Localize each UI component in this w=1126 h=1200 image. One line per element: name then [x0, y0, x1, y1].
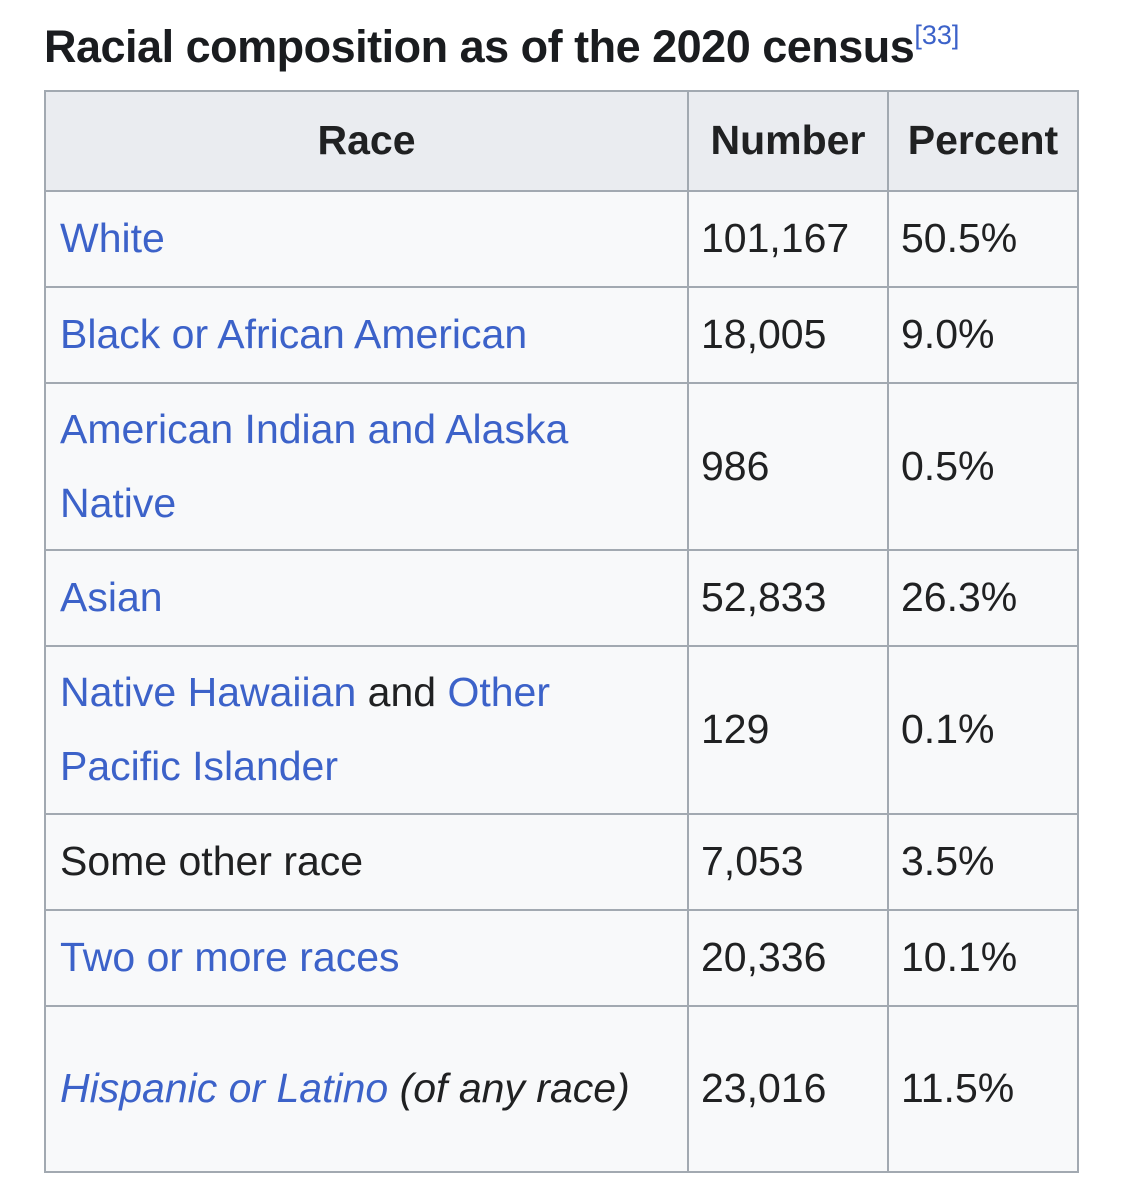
column-header-percent: Percent [887, 90, 1079, 192]
table-caption: Racial composition as of the 2020 census… [44, 20, 1077, 74]
race-link[interactable]: Black or African American [60, 310, 528, 357]
table-row: Hispanic or Latino (of any race) 23,016 … [44, 1004, 1079, 1173]
race-link[interactable]: Native Hawaiian [60, 669, 357, 716]
race-link[interactable]: Two or more races [60, 934, 400, 981]
number-cell: 20,336 [687, 908, 889, 1007]
race-plain-text: Some other race [60, 838, 364, 885]
race-cell: Native Hawaiian and Other Pacific Island… [44, 645, 689, 815]
header-row: Race Number Percent [44, 90, 1079, 192]
table-row: Some other race 7,053 3.5% [44, 812, 1079, 911]
number-cell: 18,005 [687, 285, 889, 384]
race-cell: American Indian and Alaska Native [44, 381, 689, 552]
reference-link[interactable]: [33] [914, 20, 959, 50]
caption-text: Racial composition as of the 2020 census [44, 21, 915, 72]
race-link[interactable]: Asian [60, 574, 163, 621]
race-link[interactable]: Hispanic or Latino [60, 1065, 389, 1112]
race-cell: Black or African American [44, 285, 689, 384]
percent-cell: 9.0% [887, 285, 1079, 384]
percent-cell: 0.5% [887, 381, 1079, 552]
race-plain-text: and [356, 669, 448, 716]
table-row: Native Hawaiian and Other Pacific Island… [44, 645, 1079, 815]
number-cell: 101,167 [687, 189, 889, 288]
race-cell: White [44, 189, 689, 288]
percent-cell: 50.5% [887, 189, 1079, 288]
race-link[interactable]: American Indian and Alaska Native [60, 405, 569, 526]
race-cell: Asian [44, 549, 689, 648]
reference-anchor[interactable]: [33] [914, 20, 960, 50]
percent-cell: 26.3% [887, 549, 1079, 648]
number-cell: 986 [687, 381, 889, 552]
column-header-race: Race [44, 90, 689, 192]
number-cell: 7,053 [687, 812, 889, 911]
race-cell: Two or more races [44, 908, 689, 1007]
number-cell: 129 [687, 645, 889, 815]
race-cell: Some other race [44, 812, 689, 911]
column-header-number: Number [687, 90, 889, 192]
table-row: Two or more races 20,336 10.1% [44, 908, 1079, 1007]
percent-cell: 11.5% [887, 1004, 1079, 1173]
table-row: Asian 52,833 26.3% [44, 549, 1079, 648]
table-row: White 101,167 50.5% [44, 189, 1079, 288]
race-link[interactable]: White [60, 214, 165, 261]
race-plain-text: (of any race) [388, 1065, 630, 1112]
number-cell: 52,833 [687, 549, 889, 648]
table-row: Black or African American 18,005 9.0% [44, 285, 1079, 384]
racial-composition-table: Race Number Percent White 101,167 50.5% … [44, 90, 1079, 1173]
race-cell: Hispanic or Latino (of any race) [44, 1004, 689, 1173]
percent-cell: 10.1% [887, 908, 1079, 1007]
percent-cell: 3.5% [887, 812, 1079, 911]
number-cell: 23,016 [687, 1004, 889, 1173]
percent-cell: 0.1% [887, 645, 1079, 815]
race-link[interactable]: Other Pacific Islander [60, 669, 550, 790]
table-row: American Indian and Alaska Native 986 0.… [44, 381, 1079, 552]
